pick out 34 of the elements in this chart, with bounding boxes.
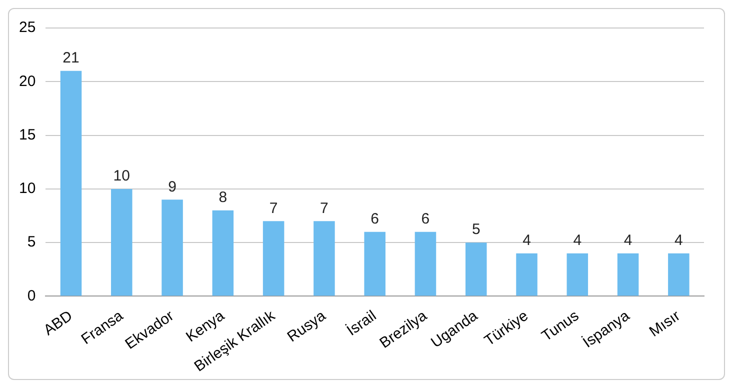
y-tick-label: 25 [18, 19, 36, 36]
y-tick-label: 15 [18, 126, 36, 144]
data-label: 7 [269, 200, 278, 217]
bar [414, 232, 436, 296]
bar [262, 221, 284, 296]
data-label: 6 [421, 210, 430, 228]
bar [314, 221, 335, 296]
y-tick-label: 10 [18, 180, 36, 198]
bar [364, 232, 386, 296]
data-label: 4 [522, 232, 531, 249]
data-label: 5 [472, 221, 480, 238]
y-tick-label: 20 [18, 72, 36, 90]
bar [617, 253, 639, 296]
bar [566, 253, 588, 296]
bar [465, 242, 487, 296]
x-tick-label: Mısır [646, 307, 684, 340]
bar [111, 188, 132, 296]
data-label: 10 [113, 168, 130, 185]
bar [60, 70, 82, 296]
data-label: 7 [320, 200, 328, 217]
data-label: 6 [370, 210, 380, 228]
y-tick-label: 5 [27, 234, 36, 251]
data-label: 9 [168, 178, 176, 196]
y-tick-label: 0 [27, 287, 36, 304]
data-label: 8 [218, 189, 228, 206]
x-tick-label: ABD [40, 307, 76, 339]
bar [162, 200, 183, 296]
data-label: 4 [573, 232, 582, 249]
bar [212, 210, 234, 296]
data-label: 4 [624, 232, 632, 249]
bar [516, 253, 538, 296]
bar [668, 253, 690, 296]
data-label: 4 [674, 232, 683, 249]
data-label: 21 [62, 50, 80, 67]
